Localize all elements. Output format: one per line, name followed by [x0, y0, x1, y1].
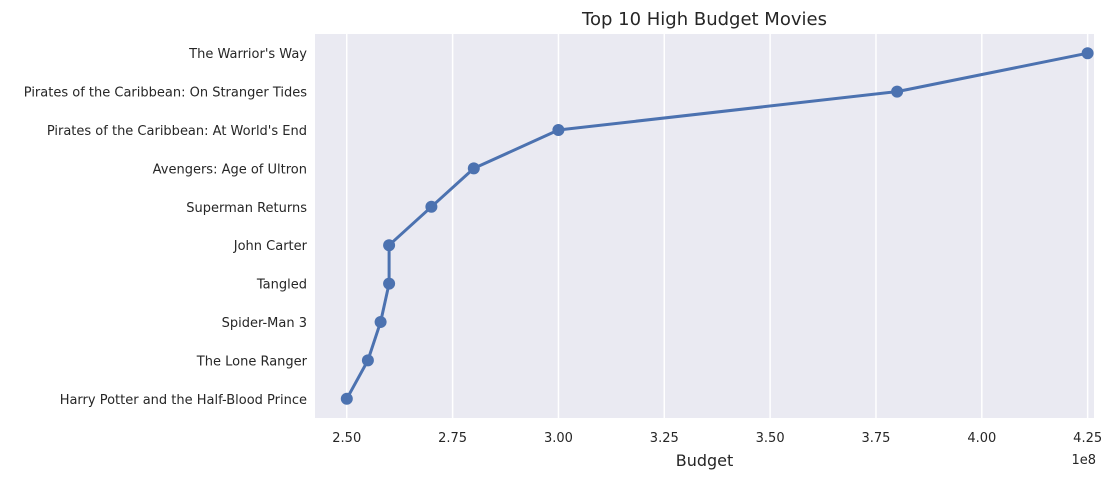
- data-point: [383, 239, 396, 252]
- x-axis-offset-label: 1e8: [1071, 453, 1096, 468]
- x-tick-label: 3.50: [756, 431, 785, 446]
- data-point: [552, 124, 565, 136]
- x-tick-label: 3.00: [544, 431, 573, 446]
- x-tick-label: 3.75: [861, 431, 890, 446]
- y-tick-label: Superman Returns: [186, 201, 307, 216]
- series-line: [345, 51, 1090, 401]
- y-tick-label: Avengers: Age of Ultron: [153, 162, 307, 177]
- y-tick-label: Harry Potter and the Half-Blood Prince: [60, 393, 307, 408]
- y-tick-label: Pirates of the Caribbean: On Stranger Ti…: [24, 86, 307, 101]
- data-point: [1081, 47, 1094, 60]
- x-tick-label: 4.25: [1073, 431, 1102, 446]
- data-point: [891, 85, 904, 98]
- y-tick-label: The Warrior's Way: [188, 47, 307, 62]
- y-tick-label: John Carter: [233, 239, 308, 254]
- data-point: [374, 316, 387, 328]
- y-tick-label: Tangled: [256, 278, 307, 293]
- x-tick-label: 3.25: [650, 431, 679, 446]
- y-tick-labels: The Warrior's Way Pirates of the Caribbea…: [24, 47, 308, 408]
- chart-title: Top 10 High Budget Movies: [581, 9, 827, 30]
- series-layer: [340, 47, 1094, 405]
- grid-lines: [346, 34, 1089, 418]
- x-tick-labels: 2.50 2.75 3.00 3.25 3.50 3.75 4.00 4.25: [332, 431, 1102, 446]
- data-point: [467, 162, 480, 175]
- data-point: [383, 277, 396, 290]
- y-tick-label: The Lone Ranger: [196, 354, 308, 369]
- plot-area: [315, 34, 1094, 418]
- data-point: [361, 354, 374, 367]
- data-point: [425, 200, 438, 213]
- y-tick-label: Spider-Man 3: [222, 316, 307, 331]
- x-tick-label: 2.75: [438, 431, 467, 446]
- x-tick-label: 4.00: [967, 431, 996, 446]
- x-axis-label: Budget: [676, 451, 734, 470]
- y-tick-label: Pirates of the Caribbean: At World's End: [47, 124, 307, 139]
- data-point: [340, 392, 353, 405]
- x-tick-label: 2.50: [332, 431, 361, 446]
